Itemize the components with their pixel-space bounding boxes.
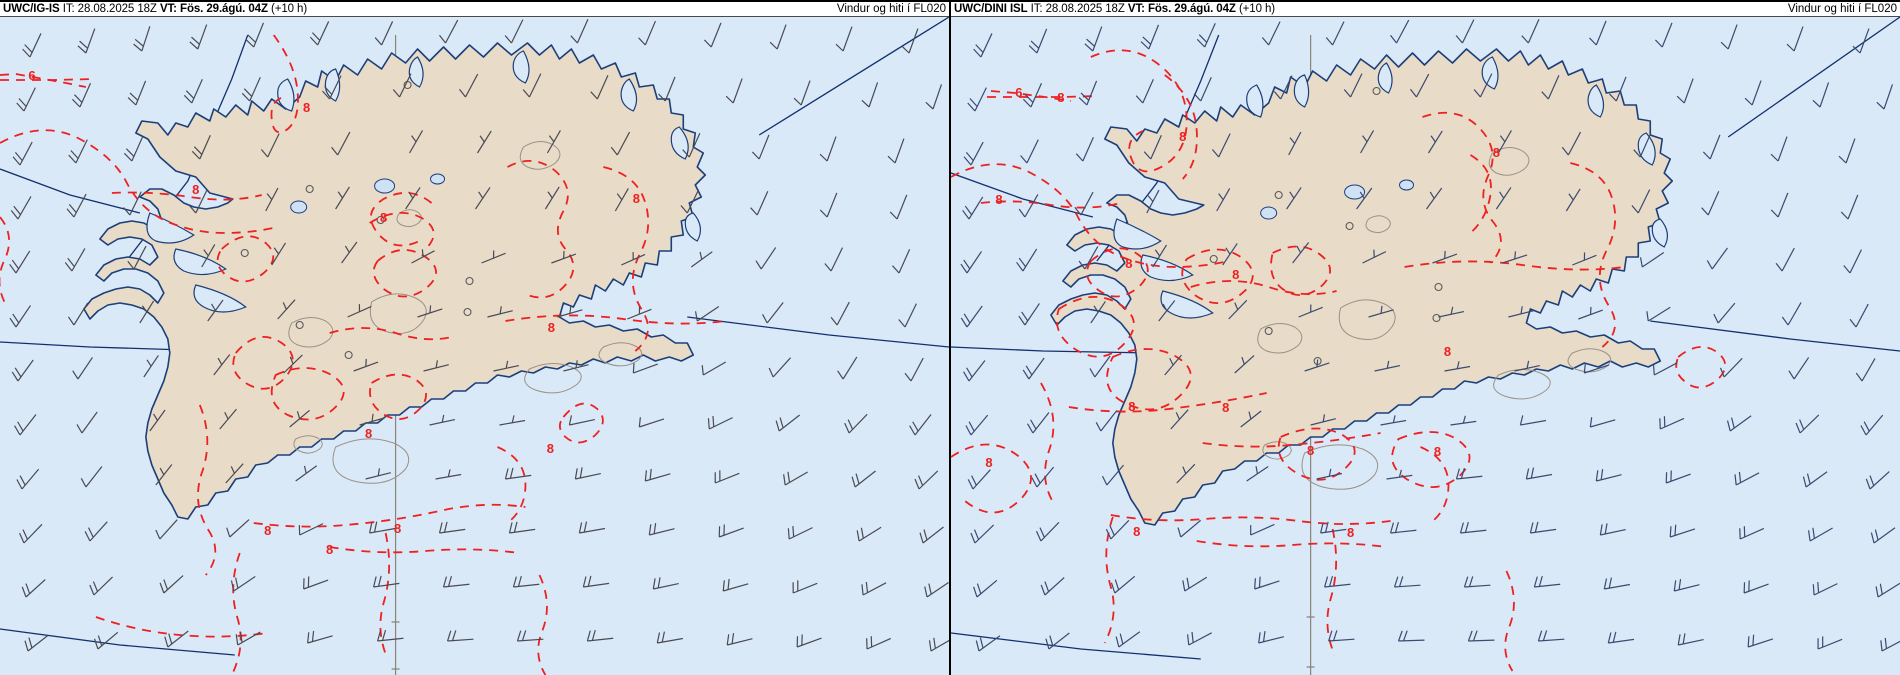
isotherm-label: 8 [1232, 267, 1239, 282]
inland-lakes-left [290, 173, 446, 214]
isotherm-label: 6 [1015, 85, 1022, 100]
panel-left-header: UWC/IG-IS IT: 28.08.2025 18Z VT: Fös. 29… [0, 0, 949, 17]
panel-left-model-label: UWC/IG-IS [3, 3, 60, 15]
isotherm-label: 8 [547, 441, 554, 456]
isotherm-labels-left: 6 8 8 8 8 8 8 8 8 8 8 [28, 68, 640, 557]
isotherm-contours-left [0, 34, 726, 675]
panel-right-map-svg: 6 8 8 8 8 8 8 8 8 8 8 8 8 8 8 [951, 17, 1900, 675]
panel-left-product-label: Vindur og hiti í FL020 [836, 3, 946, 15]
iceland-landmass-right [1050, 48, 1674, 526]
inland-lakes-right [1260, 179, 1415, 220]
panel-right-it-label: IT: [1030, 3, 1043, 15]
panel-right[interactable]: UWC/DINI ISL IT: 28.08.2025 18Z VT: Fös.… [950, 0, 1900, 675]
isotherm-label: 8 [1057, 90, 1064, 105]
isotherm-label: 8 [1179, 129, 1186, 144]
isotherm-label: 8 [1222, 400, 1229, 415]
glacier-outlines-left [288, 141, 643, 484]
iceland-landmass-left [83, 42, 707, 520]
isotherm-label: 8 [326, 542, 333, 557]
isotherm-label: 8 [985, 455, 992, 470]
panel-right-lead-time: (+10 h) [1238, 3, 1275, 15]
fjords-right [1113, 56, 1669, 319]
isotherm-label: 8 [192, 182, 199, 197]
isotherm-label: 8 [1133, 524, 1140, 539]
panel-right-map[interactable]: 6 8 8 8 8 8 8 8 8 8 8 8 8 8 8 [951, 17, 1900, 675]
isotherm-label: 8 [365, 426, 372, 441]
panel-right-vt-label: VT: [1127, 3, 1145, 15]
isotherm-label: 8 [394, 521, 401, 536]
panel-right-it-value: 28.08.2025 18Z [1045, 3, 1125, 15]
isotherm-label: 8 [264, 523, 271, 538]
fjords-left [146, 50, 702, 313]
panel-left-vt-value: Fös. 29.ágú. 04Z [180, 3, 268, 15]
isotherm-labels-right: 6 8 8 8 8 8 8 8 8 8 8 8 8 8 8 [985, 85, 1500, 540]
panel-right-header-info: UWC/DINI ISL IT: 28.08.2025 18Z VT: Fös.… [954, 3, 1275, 15]
isotherm-label: 8 [1307, 443, 1314, 458]
isotherm-label: 8 [1444, 344, 1451, 359]
isotherm-label: 8 [1347, 525, 1354, 540]
panel-right-vt-value: Fös. 29.ágú. 04Z [1147, 3, 1236, 15]
panel-left-it-value: 28.08.2025 18Z [77, 3, 157, 15]
isotherm-label: 8 [995, 192, 1002, 207]
isotherm-label: 8 [1493, 145, 1500, 160]
isotherm-label: 8 [380, 210, 387, 225]
panel-left-it-label: IT: [62, 3, 75, 15]
station-markers-right [1209, 86, 1443, 366]
isotherm-label: 8 [1125, 256, 1132, 271]
panel-left[interactable]: UWC/IG-IS IT: 28.08.2025 18Z VT: Fös. 29… [0, 0, 950, 675]
panel-right-product-label: Vindur og hiti í FL020 [1787, 3, 1897, 15]
panel-left-map[interactable]: 6 8 8 8 8 8 8 8 8 8 8 [0, 17, 949, 675]
panel-left-header-info: UWC/IG-IS IT: 28.08.2025 18Z VT: Fös. 29… [3, 3, 307, 15]
isotherm-label: 8 [1434, 444, 1441, 459]
station-markers-left [240, 80, 474, 360]
isotherm-label: 6 [28, 68, 35, 83]
panel-right-header: UWC/DINI ISL IT: 28.08.2025 18Z VT: Fös.… [951, 0, 1900, 17]
isotherm-label: 8 [633, 191, 640, 206]
isotherm-label: 8 [303, 100, 310, 115]
panel-right-model-label: UWC/DINI ISL [954, 3, 1028, 15]
isotherm-label: 8 [1128, 399, 1135, 414]
panel-left-map-svg: 6 8 8 8 8 8 8 8 8 8 8 [0, 17, 949, 675]
panel-left-vt-label: VT: [159, 3, 177, 15]
panel-left-lead-time: (+10 h) [271, 3, 308, 15]
isotherm-label: 8 [548, 320, 555, 335]
isotherm-contours-right [951, 49, 1727, 672]
